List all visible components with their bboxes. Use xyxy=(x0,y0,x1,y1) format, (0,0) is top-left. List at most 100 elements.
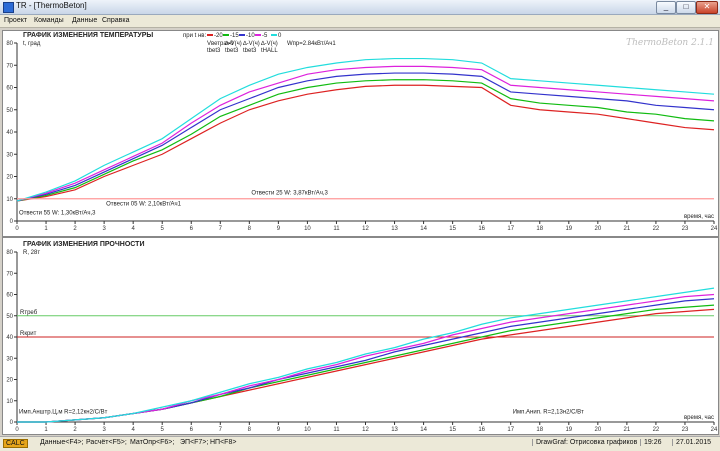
x-tick-label: 5 xyxy=(161,427,165,433)
x-tick-label: 7 xyxy=(219,427,223,433)
menu-bar: Проект Команды Данные Справка xyxy=(0,15,720,28)
legend-header: при t нв: xyxy=(183,33,206,39)
legend-label-4: 0 xyxy=(278,33,282,39)
x-tick-label: 3 xyxy=(102,427,106,433)
x-tick-label: 10 xyxy=(304,226,311,232)
x-tick-label: 19 xyxy=(565,427,572,433)
series-line-3 xyxy=(16,65,715,202)
y-tick-label: 70 xyxy=(6,63,13,69)
series-line-4 xyxy=(16,57,715,202)
series-line-0 xyxy=(16,84,715,202)
x-tick-label: 0 xyxy=(15,427,19,433)
y-tick-label: 0 xyxy=(10,219,14,225)
y-tick-label: 60 xyxy=(6,86,13,92)
y-tick-label: 50 xyxy=(6,108,13,114)
x-tick-label: 13 xyxy=(391,226,398,232)
x-tick-label: 24 xyxy=(711,427,718,433)
watermark: ThermoBeton 2.1.1 xyxy=(626,38,714,48)
legend-label-1: -15 xyxy=(230,33,239,39)
status-calc-cmd[interactable]: Расчёт<F5>; xyxy=(86,439,127,446)
x-tick-label: 19 xyxy=(565,226,572,232)
x-tick-label: 18 xyxy=(536,427,543,433)
x-axis-label: время, час xyxy=(684,415,714,421)
x-tick-label: 1 xyxy=(44,226,48,232)
legend-extra-0: Vветра=0 xyxy=(207,41,234,47)
y-tick-label: 30 xyxy=(6,152,13,158)
legend-extra-2: ∆-V(ч) xyxy=(243,40,260,47)
x-tick-label: 24 xyxy=(711,226,718,232)
x-tick-label: 17 xyxy=(507,427,514,433)
y-tick-label: 30 xyxy=(6,356,13,362)
x-tick-label: 16 xyxy=(478,427,485,433)
x-axis-label: время, час xyxy=(684,214,714,220)
legend-extra-1: ∆-V(ч) xyxy=(225,40,242,47)
y-tick-label: 10 xyxy=(6,197,13,203)
status-ep-cmd[interactable]: ЭП<F7>; xyxy=(180,439,209,446)
menu-help[interactable]: Справка xyxy=(102,17,130,24)
close-button[interactable]: ✕ xyxy=(696,1,718,14)
y-axis-label: R, 28т xyxy=(23,250,40,256)
chart-annotation-1: Имп.Анип. R=2,13н2/С/Bт xyxy=(513,410,584,416)
x-tick-label: 5 xyxy=(161,226,165,232)
status-np-cmd[interactable]: НП<F8> xyxy=(210,439,237,446)
x-tick-label: 20 xyxy=(594,427,601,433)
strength-chart-panel: 0 10 20 30 40 50 60 70 80 0 1 2 3 4 5 6 7 8 9 10 11 12 13 14 15 1… xyxy=(2,237,719,435)
y-tick-label: 60 xyxy=(6,293,13,299)
chart-annotation-1: Отвести 05 W: 2,10кВт/Aч1 xyxy=(106,201,182,207)
chart-annotation-2: Отвести 55 W: 1,30кВт/Aч,3 xyxy=(19,210,96,216)
legend-extra-6: tbet3 xyxy=(225,48,239,54)
series-line-2 xyxy=(16,72,715,202)
legend-label-0: -20 xyxy=(214,33,223,39)
status-matopr-cmd[interactable]: МатОпр<F6>; xyxy=(130,439,175,446)
minimize-button[interactable]: _ xyxy=(656,1,676,14)
series-line-2 xyxy=(17,298,715,423)
x-tick-label: 1 xyxy=(44,427,48,433)
y-axis-label: t, град xyxy=(23,41,41,47)
legend-label-2: -10 xyxy=(246,33,255,39)
x-tick-label: 4 xyxy=(131,427,135,433)
menu-data[interactable]: Данные xyxy=(72,17,98,24)
x-tick-label: 22 xyxy=(653,427,660,433)
legend-extra-5: tbet3 xyxy=(207,48,221,54)
y-tick-label: 0 xyxy=(10,420,14,426)
y-tick-label: 80 xyxy=(6,41,13,47)
legend-label-3: -5 xyxy=(262,33,268,39)
y-tick-label: 20 xyxy=(6,175,13,181)
x-tick-label: 2 xyxy=(73,226,77,232)
series-line-0 xyxy=(17,308,715,423)
x-tick-label: 9 xyxy=(277,226,281,232)
chart-annotation-0: Отвести 25 W: 3,87кВт/Aч,3 xyxy=(251,190,328,196)
status-data-cmd[interactable]: Данные<F4>; xyxy=(40,439,84,446)
x-tick-label: 18 xyxy=(536,226,543,232)
series-line-3 xyxy=(17,293,715,423)
series-line-1 xyxy=(16,79,715,202)
y-tick-label: 80 xyxy=(6,250,13,256)
reference-line-label: Rкрит xyxy=(20,331,37,337)
x-tick-label: 11 xyxy=(333,226,340,232)
chart-title: ГРАФИК ИЗМЕНЕНИЯ ТЕМПЕРАТУРЫ xyxy=(23,32,153,39)
x-tick-label: 4 xyxy=(131,226,135,232)
app-icon xyxy=(3,2,14,13)
x-tick-label: 10 xyxy=(304,427,311,433)
x-tick-label: 20 xyxy=(594,226,601,232)
y-tick-label: 20 xyxy=(6,378,13,384)
maximize-button[interactable]: □ xyxy=(676,1,696,14)
y-tick-label: 40 xyxy=(6,130,13,136)
legend-extra-4: Wпр=2.84кВт/Aч1 xyxy=(287,41,336,47)
y-tick-label: 50 xyxy=(6,314,13,320)
x-tick-label: 23 xyxy=(682,427,689,433)
x-tick-label: 3 xyxy=(102,226,106,232)
menu-commands[interactable]: Команды xyxy=(34,17,64,24)
status-bar: CALC Данные<F4>; Расчёт<F5>; МатОпр<F6>;… xyxy=(0,436,720,451)
temperature-chart-panel: 0 10 20 30 40 50 60 70 80 0 1 2 3 4 5 6 7 8 9 10 11 12 13 14 15 1… xyxy=(2,30,719,237)
x-tick-label: 12 xyxy=(362,226,369,232)
x-tick-label: 2 xyxy=(73,427,77,433)
legend-extra-8: tHALL xyxy=(261,48,278,54)
x-tick-label: 9 xyxy=(277,427,281,433)
menu-project[interactable]: Проект xyxy=(4,17,28,24)
x-tick-label: 23 xyxy=(682,226,689,232)
y-tick-label: 40 xyxy=(6,335,13,341)
x-tick-label: 0 xyxy=(15,226,19,232)
